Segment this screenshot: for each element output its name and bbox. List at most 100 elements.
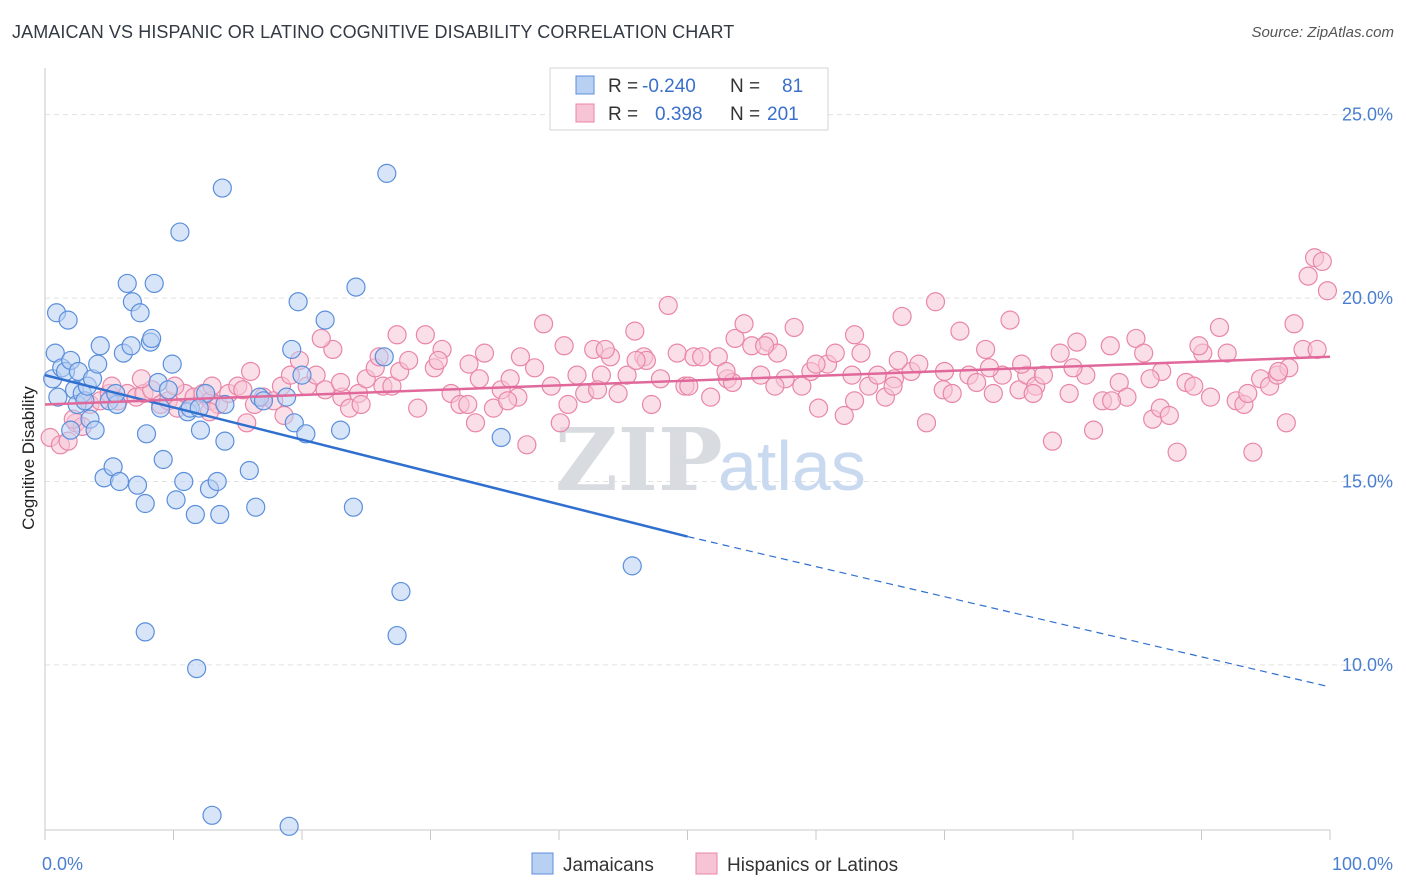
jamaican-point bbox=[144, 273, 164, 294]
jamaican-point bbox=[136, 424, 157, 444]
hispanic-point bbox=[498, 391, 518, 411]
hispanic-point bbox=[233, 380, 253, 400]
hispanic-point bbox=[650, 369, 671, 389]
hispanic-point bbox=[625, 321, 645, 341]
jamaican-point bbox=[292, 365, 312, 385]
legend-n-label: N = bbox=[730, 104, 760, 125]
hispanic-point bbox=[330, 372, 351, 393]
jamaican-point bbox=[61, 420, 81, 440]
hispanic-point bbox=[967, 372, 987, 393]
hispanic-point bbox=[1307, 339, 1327, 360]
jamaican-point bbox=[135, 622, 155, 642]
source-label: Source: ZipAtlas.com bbox=[1251, 24, 1394, 41]
hispanic-point bbox=[1140, 369, 1160, 389]
hispanic-point bbox=[1159, 405, 1179, 426]
jamaican-point bbox=[288, 292, 308, 312]
hispanic-point bbox=[311, 328, 331, 349]
hispanic-point bbox=[916, 413, 937, 433]
y-axis-label: Cognitive Disability bbox=[19, 386, 38, 530]
axes bbox=[44, 68, 1331, 840]
hispanic-point bbox=[474, 343, 495, 363]
jamaican-point bbox=[346, 277, 366, 297]
jamaican-point bbox=[127, 475, 148, 495]
hispanic-point bbox=[1023, 383, 1043, 404]
hispanic-point bbox=[510, 347, 531, 367]
hispanic-point bbox=[1238, 383, 1258, 404]
jamaican-point bbox=[343, 497, 363, 517]
series-legend: Jamaicans Hispanics or Latinos bbox=[531, 852, 898, 876]
jamaican-point bbox=[158, 380, 178, 400]
jamaican-point bbox=[162, 354, 182, 374]
hispanic-point bbox=[500, 369, 520, 389]
hispanic-point bbox=[658, 295, 678, 316]
hispanic-point bbox=[1298, 266, 1318, 286]
jamaican-point bbox=[374, 347, 394, 367]
hispanic-point bbox=[524, 358, 545, 378]
hispanic-point bbox=[1042, 431, 1063, 451]
jamaican-point bbox=[88, 354, 108, 374]
jamaican-point bbox=[207, 471, 227, 492]
hispanic-point bbox=[1134, 343, 1154, 363]
hispanic-point bbox=[428, 350, 448, 371]
jamaican-point bbox=[491, 427, 511, 448]
hispanic-point bbox=[1276, 413, 1296, 433]
hispanic-point bbox=[844, 391, 865, 411]
x-tick-labels: 0.0% 100.0% bbox=[42, 854, 1393, 874]
jamaican-point bbox=[215, 394, 235, 415]
hispanic-point bbox=[925, 292, 946, 312]
hispanic-point bbox=[351, 394, 371, 415]
hispanic-point bbox=[784, 317, 804, 338]
hispanic-point bbox=[1067, 332, 1087, 352]
hispanic-point bbox=[751, 365, 771, 385]
jamaican-point bbox=[215, 431, 235, 451]
jamaican-point bbox=[377, 163, 397, 183]
hispanic-point bbox=[692, 347, 712, 367]
jamaican-point bbox=[85, 420, 105, 440]
legend-r-value: -0.240 bbox=[642, 76, 696, 97]
jamaican-point bbox=[190, 420, 211, 440]
hispanic-point bbox=[1189, 336, 1209, 356]
jamaican-point bbox=[48, 387, 68, 407]
hispanic-point bbox=[1217, 343, 1237, 363]
hispanic-point bbox=[387, 325, 407, 345]
hispanic-point bbox=[241, 361, 261, 382]
hispanic-point bbox=[567, 365, 587, 385]
jamaican-trend-line-extension bbox=[687, 535, 1331, 688]
hispanic-point bbox=[237, 413, 257, 433]
jamaican-point bbox=[187, 658, 207, 679]
hispanic-point bbox=[667, 343, 687, 363]
jamaican-point bbox=[166, 490, 186, 510]
hispanic-point bbox=[608, 383, 628, 404]
jamaican-point bbox=[239, 460, 259, 481]
x-tick-label: 0.0% bbox=[42, 854, 83, 874]
jamaican-point bbox=[276, 387, 297, 407]
hispanic-point bbox=[868, 365, 888, 385]
hispanic-point bbox=[888, 350, 908, 371]
legend-n-label: N = bbox=[730, 76, 760, 97]
hispanic-point bbox=[1011, 354, 1032, 374]
legend-n-value: 81 bbox=[782, 76, 803, 97]
jamaican-point bbox=[135, 493, 155, 514]
legend-r-value: 0.398 bbox=[655, 104, 703, 125]
watermark-zip: ZIP bbox=[555, 410, 723, 511]
jamaican-point bbox=[210, 504, 230, 525]
hispanic-point bbox=[983, 383, 1003, 404]
hispanic-point bbox=[892, 306, 912, 327]
x-tick-label: 100.0% bbox=[1332, 854, 1393, 874]
hispanic-point bbox=[883, 376, 903, 396]
hispanic-point bbox=[1312, 251, 1332, 272]
hispanic-point bbox=[808, 398, 829, 418]
hispanic-point bbox=[1209, 317, 1230, 338]
jamaican-point bbox=[279, 816, 299, 836]
hispanic-point bbox=[725, 328, 745, 349]
hispanic-point bbox=[1284, 314, 1304, 334]
hispanic-point bbox=[415, 325, 435, 345]
hispanic-point bbox=[1033, 365, 1054, 385]
hispanic-point bbox=[754, 336, 775, 356]
y-tick-label: 20.0% bbox=[1342, 288, 1393, 308]
y-tick-label: 10.0% bbox=[1342, 655, 1393, 675]
jamaican-point bbox=[387, 625, 407, 646]
legend-label-jamaicans: Jamaicans bbox=[563, 855, 654, 876]
hispanic-point bbox=[806, 354, 826, 374]
